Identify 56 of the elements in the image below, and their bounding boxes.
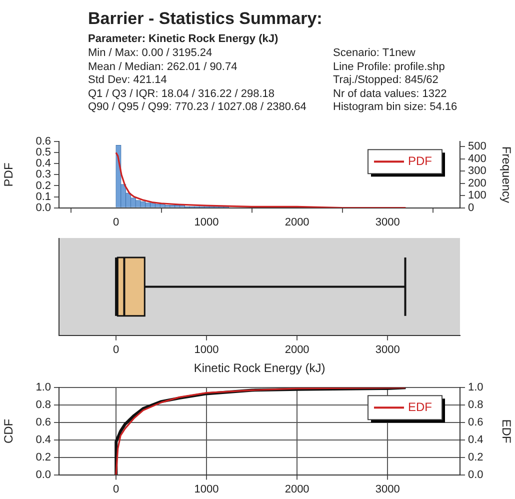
y2-tick-label: 0.2 — [468, 451, 484, 464]
text: Q1 / Q3 / IQR: 18.04 / 316.22 / 298.18 — [88, 88, 276, 101]
y2-tick-label: 0.0 — [468, 468, 484, 481]
x-tick-label: 0 — [112, 344, 120, 356]
y2-axis-title: EDF — [499, 419, 514, 444]
y2-tick-label: 500 — [468, 140, 486, 153]
y2-tick-label: 0.4 — [468, 434, 484, 446]
x-tick-label: 3000 — [375, 483, 400, 496]
y-tick-label: 1.0 — [36, 382, 51, 394]
y2-axis-title: Frequency — [499, 146, 514, 204]
x-tick-label: 2000 — [284, 483, 310, 496]
x-tick-label: 1000 — [194, 216, 219, 228]
chart-title: Barrier - Statistics Summary: — [88, 8, 324, 30]
text: Line Profile: profile.shp — [333, 60, 446, 74]
y2-tick-label: 100 — [468, 190, 486, 202]
y-tick-label: 0.4 — [36, 158, 51, 170]
x-tick-label: 0 — [112, 216, 120, 228]
legend-label: PDF — [408, 154, 432, 168]
x-tick-label: 2000 — [284, 216, 310, 228]
y-tick-label: 0.4 — [36, 434, 51, 446]
y2-tick-label: 400 — [468, 152, 486, 165]
text: Histogram bin size: 54.16 — [333, 101, 458, 114]
y2-tick-label: 1.0 — [468, 382, 484, 394]
y-tick-label: 0.3 — [36, 168, 51, 181]
legend-label: EDF — [408, 400, 432, 414]
y2-tick-label: 300 — [468, 165, 486, 178]
y-tick-label: 0.2 — [36, 451, 51, 464]
x-tick-label: 1000 — [194, 483, 219, 496]
y-tick-label: 0.5 — [36, 146, 51, 159]
y-tick-label: 0.1 — [36, 190, 51, 203]
y2-tick-label: 0 — [468, 202, 474, 214]
x-axis-title: Kinetic Rock Energy (kJ) — [194, 361, 326, 376]
y2-tick-label: 0.8 — [468, 399, 484, 412]
y-tick-label: 0.0 — [36, 468, 51, 481]
y2-tick-label: 0.6 — [468, 416, 484, 429]
text: Scenario: T1new — [333, 47, 416, 60]
y-tick-label: 0.0 — [36, 202, 51, 214]
text: Nr of data values: 1322 — [333, 88, 448, 101]
text: Q90 / Q95 / Q99: 770.23 / 1027.08 / 2380.64 — [88, 101, 308, 114]
text: Traj./Stopped: 845/62 — [333, 74, 440, 88]
x-tick-label: 3000 — [375, 344, 400, 356]
y2-tick-label: 200 — [468, 177, 486, 190]
text: Std Dev: 421.14 — [88, 74, 168, 88]
y-tick-label: 0.6 — [36, 416, 51, 429]
y-axis-title: CDF — [2, 418, 16, 444]
y-tick-label: 0.8 — [36, 399, 51, 412]
x-tick-label: 1000 — [194, 344, 219, 356]
x-tick-label: 3000 — [375, 216, 400, 228]
text: Mean / Median: 262.01 / 90.74 — [88, 60, 238, 74]
x-tick-label: 0 — [112, 483, 120, 496]
chart-subtitle: Parameter: Kinetic Rock Energy (kJ) — [88, 32, 280, 47]
y-tick-label: 0.2 — [36, 180, 51, 192]
y-tick-label: 0.6 — [36, 136, 51, 148]
text: Min / Max: 0.00 / 3195.24 — [88, 47, 214, 60]
y-axis-title: PDF — [2, 162, 16, 187]
x-tick-label: 2000 — [284, 344, 310, 356]
